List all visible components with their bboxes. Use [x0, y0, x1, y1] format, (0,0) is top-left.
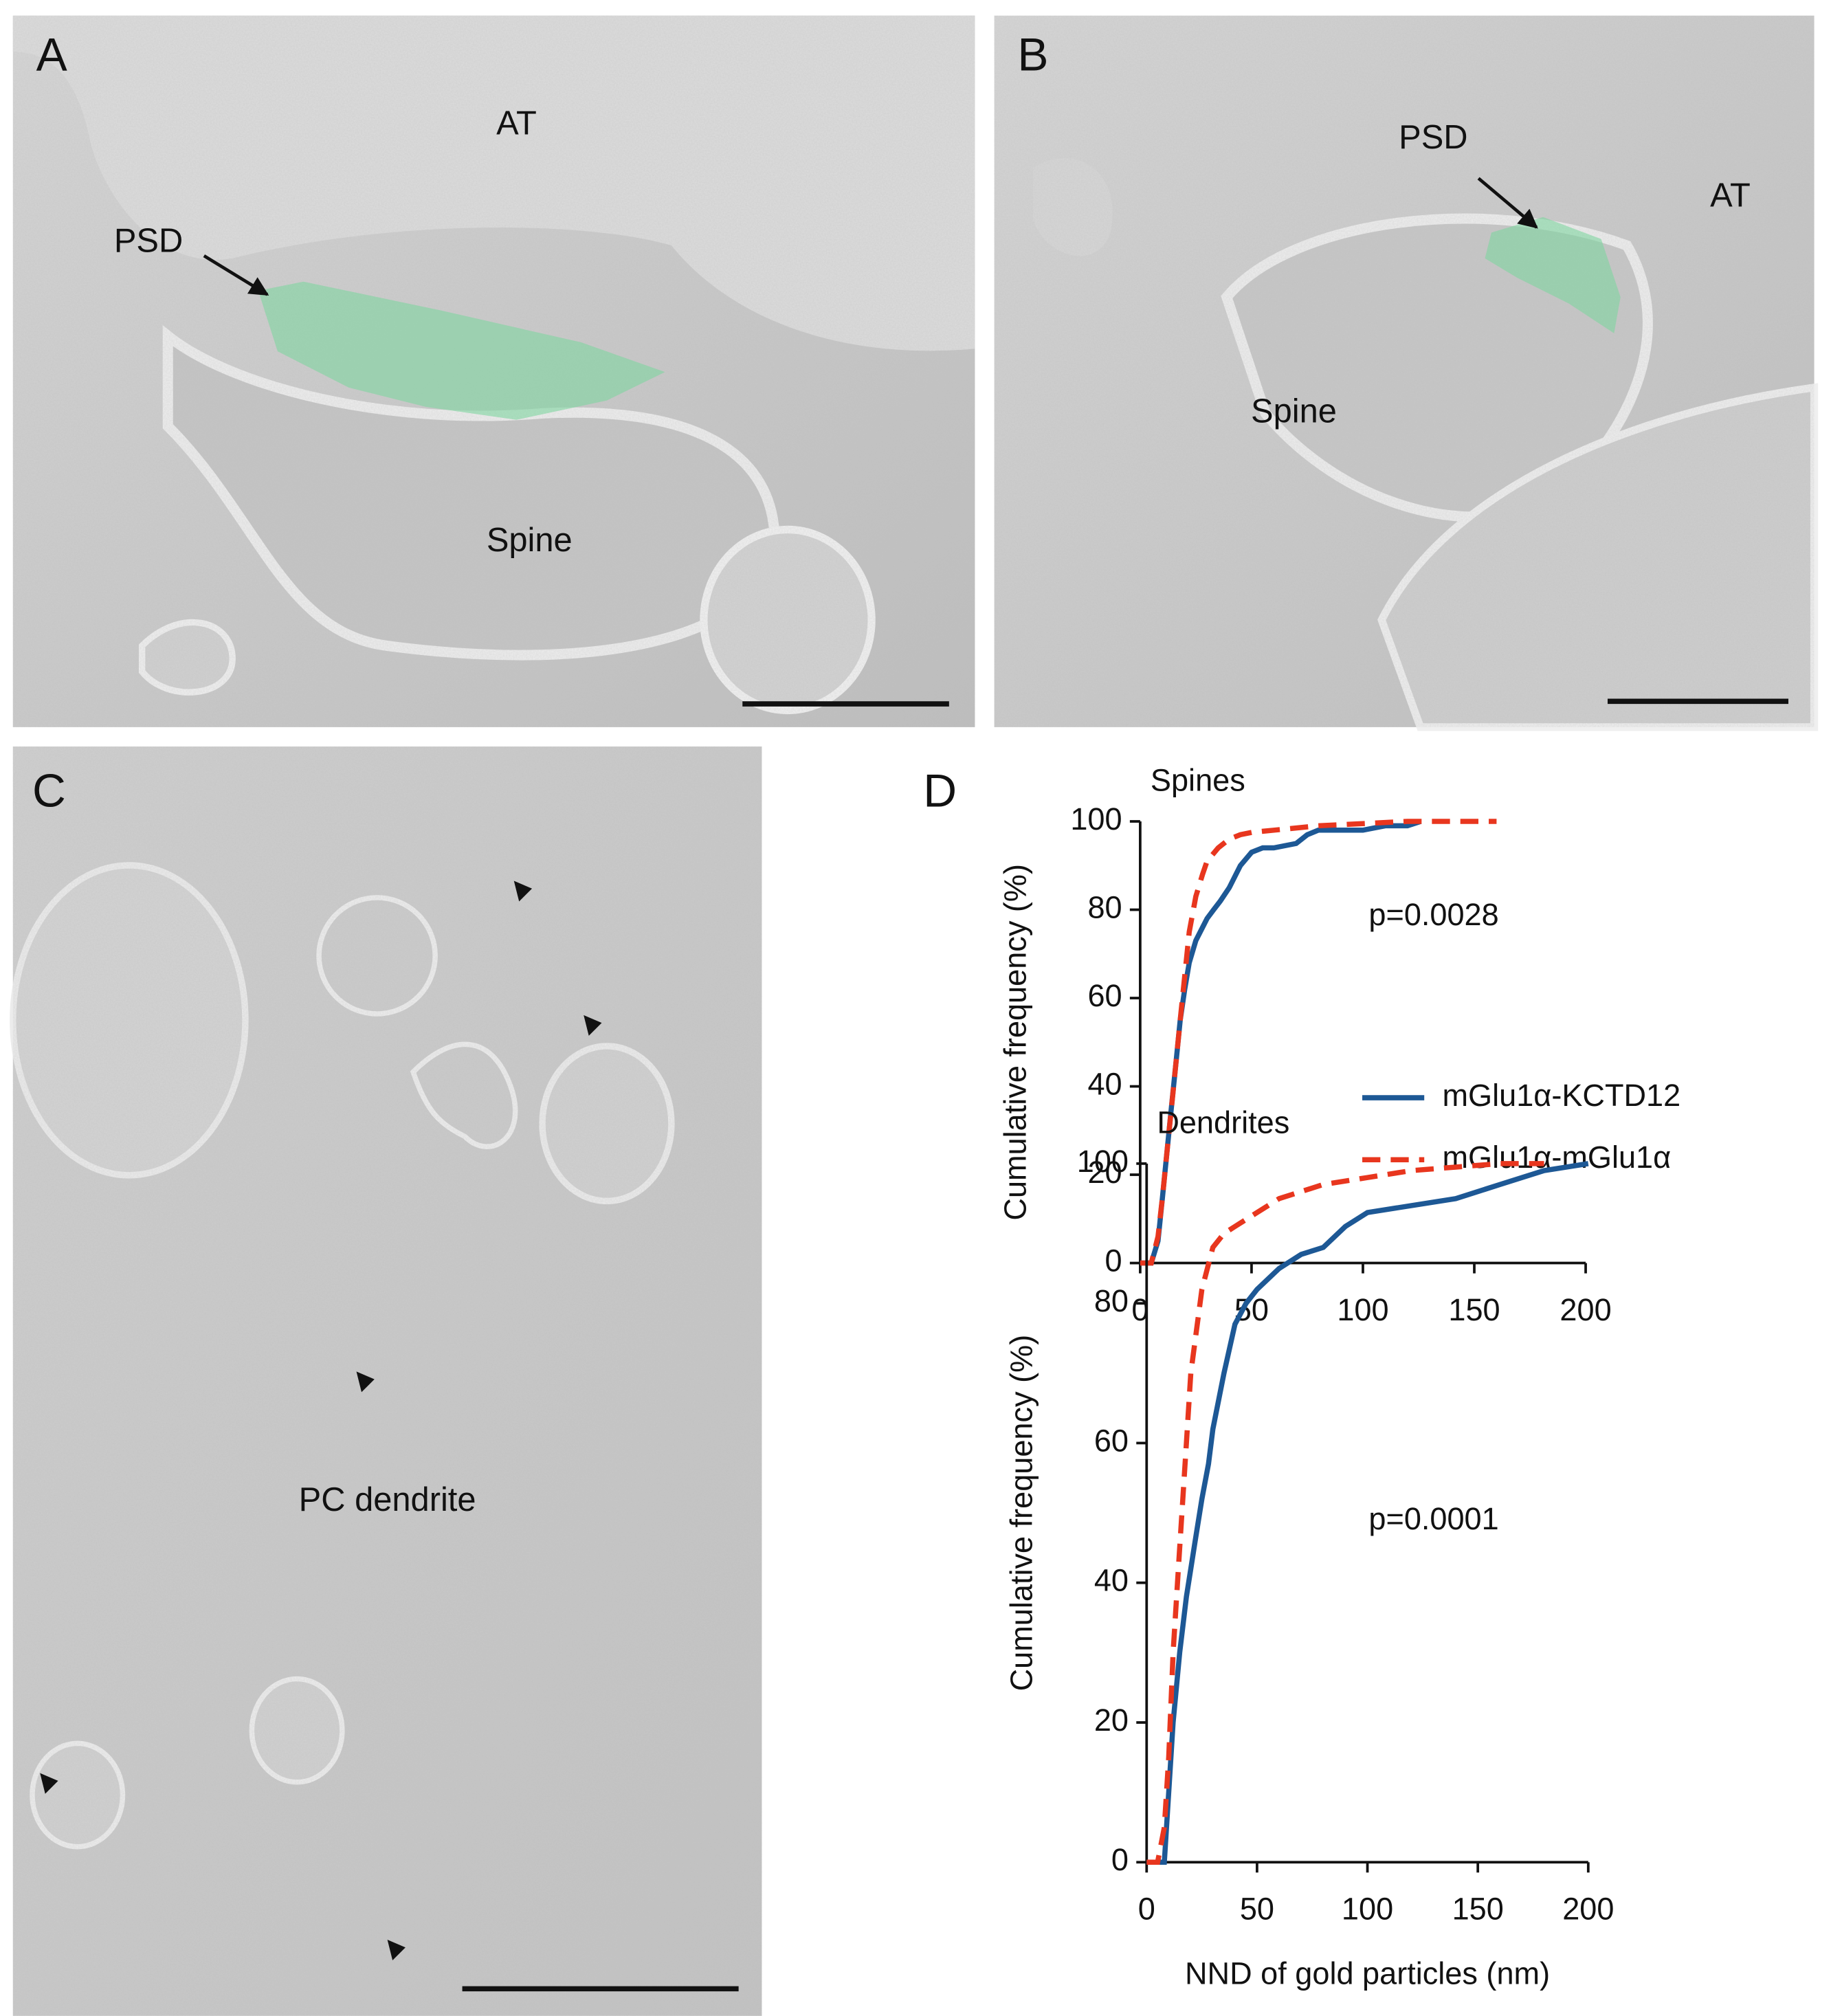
- x-axis-label: NND of gold particles (nm): [1185, 1956, 1550, 1991]
- annotation: p=0.0028: [1368, 897, 1498, 932]
- x-tick-label: 150: [1452, 1892, 1504, 1927]
- panel-label: A: [36, 30, 67, 81]
- panel-label: B: [1017, 30, 1048, 81]
- chart-title: Dendrites: [1157, 1105, 1289, 1140]
- y-tick-label: 20: [1094, 1703, 1129, 1738]
- arrow: [203, 254, 269, 296]
- y-tick-label: 40: [1087, 1066, 1122, 1101]
- y-tick-label: 100: [1077, 1144, 1129, 1179]
- arrowhead: [387, 1939, 406, 1961]
- y-tick-label: 0: [1111, 1842, 1129, 1877]
- y-tick-label: 80: [1087, 889, 1122, 924]
- annotation: AT: [496, 104, 537, 142]
- panel-label: D: [923, 765, 957, 817]
- psd-highlight: [1485, 217, 1621, 333]
- x-tick-label: 100: [1342, 1892, 1393, 1927]
- panel-c: C PC dendrite: [10, 746, 762, 2016]
- x-tick-label: 200: [1560, 1292, 1611, 1327]
- chart-title: Spines: [1151, 763, 1245, 798]
- x-tick-label: 50: [1240, 1892, 1274, 1927]
- em-texture: [994, 15, 1815, 727]
- legend-label: mGlu1α-KCTD12: [1443, 1078, 1681, 1113]
- annotation: Spine: [487, 522, 573, 559]
- x-tick-label: 200: [1562, 1892, 1614, 1927]
- arrowhead: [513, 880, 533, 902]
- series-line: [1146, 1161, 1544, 1865]
- annotation: p=0.0001: [1368, 1501, 1498, 1536]
- y-axis-label: Cumulative frequency (%): [1004, 1335, 1039, 1692]
- annotation: PC dendrite: [299, 1481, 476, 1518]
- em-texture: [12, 746, 762, 2016]
- annotation: PSD: [1399, 119, 1467, 156]
- annotation: AT: [1710, 177, 1751, 214]
- y-tick-label: 100: [1070, 801, 1122, 837]
- arrow: [1477, 177, 1538, 229]
- y-axis-label: Cumulative frequency (%): [997, 864, 1032, 1221]
- x-tick-label: 150: [1448, 1292, 1500, 1327]
- y-tick-label: 80: [1094, 1283, 1129, 1318]
- series-line: [1146, 1161, 1589, 1865]
- panel-b: B PSD AT Spine: [994, 15, 1819, 731]
- y-tick-label: 20: [1087, 1155, 1122, 1190]
- x-tick-label: 100: [1337, 1292, 1388, 1327]
- panel-a: A AT PSD Spine: [12, 15, 975, 727]
- x-tick-label: 0: [1138, 1892, 1155, 1927]
- psd-highlight: [258, 281, 665, 420]
- series-line: [1140, 819, 1497, 1266]
- arrowhead: [356, 1371, 375, 1393]
- arrowhead: [584, 1015, 602, 1036]
- arrowhead: [40, 1773, 58, 1794]
- y-tick-label: 60: [1094, 1423, 1129, 1458]
- y-tick-label: 60: [1087, 978, 1122, 1013]
- y-tick-label: 40: [1094, 1563, 1129, 1598]
- panel-label: C: [32, 765, 66, 817]
- y-tick-label: 0: [1105, 1243, 1122, 1278]
- annotation: Spine: [1251, 392, 1337, 430]
- annotation: PSD: [114, 222, 183, 259]
